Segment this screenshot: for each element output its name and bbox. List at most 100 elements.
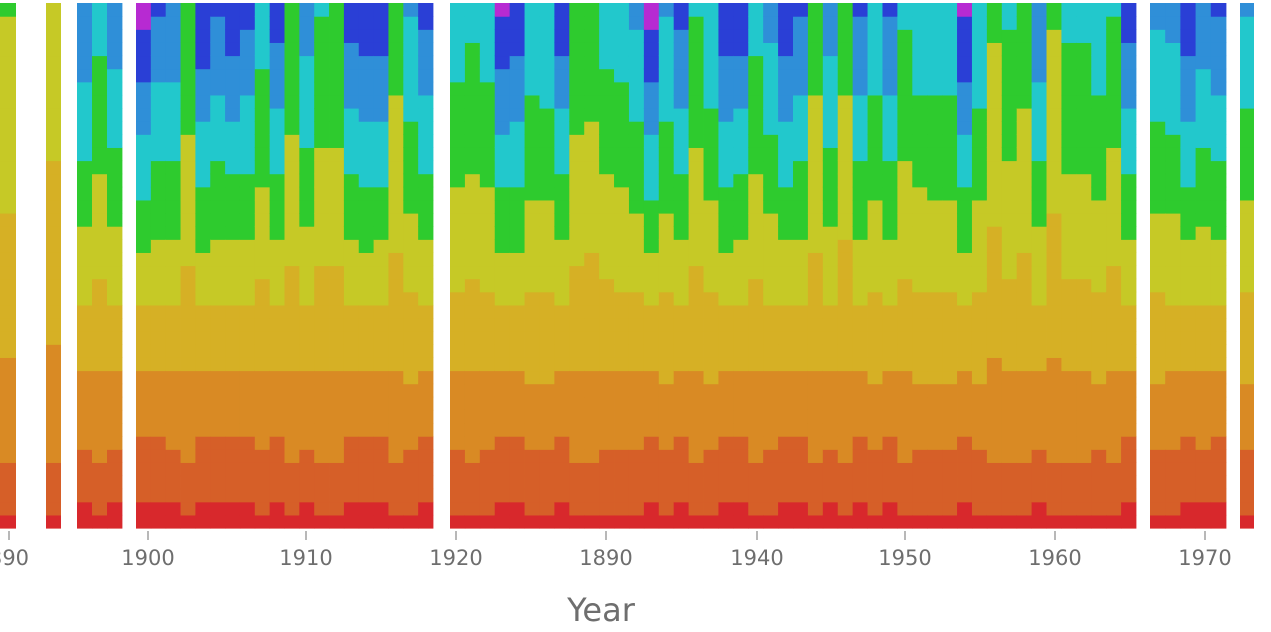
- color-band: [403, 147, 419, 162]
- color-band: [688, 173, 704, 188]
- color-band: [373, 68, 389, 83]
- color-band: [479, 436, 496, 450]
- color-band: [658, 252, 675, 267]
- color-band: [1240, 81, 1254, 96]
- color-band: [479, 291, 496, 306]
- color-band: [957, 344, 973, 358]
- color-band: [703, 55, 719, 70]
- color-band: [180, 199, 196, 214]
- color-band: [882, 226, 898, 240]
- color-band: [509, 318, 525, 332]
- color-band: [1240, 147, 1254, 162]
- color-band: [314, 213, 330, 227]
- color-band: [554, 383, 570, 398]
- color-band: [867, 278, 883, 293]
- color-band: [628, 344, 645, 358]
- color-band: [703, 514, 719, 529]
- color-band: [837, 304, 854, 319]
- color-band: [1195, 55, 1212, 70]
- color-band: [1061, 278, 1077, 293]
- color-band: [210, 514, 226, 529]
- color-band: [793, 81, 809, 96]
- color-band: [314, 318, 330, 332]
- color-band: [1240, 396, 1254, 411]
- color-band: [837, 121, 854, 135]
- color-band: [584, 147, 600, 162]
- color-band: [195, 68, 211, 83]
- color-band: [703, 396, 719, 411]
- color-band: [92, 173, 108, 188]
- color-band: [136, 42, 152, 57]
- color-band: [569, 462, 585, 477]
- color-band: [733, 501, 749, 516]
- color-band: [807, 357, 824, 372]
- color-band: [239, 462, 256, 477]
- color-band: [718, 186, 734, 201]
- color-band: [1180, 81, 1196, 96]
- color-band: [942, 318, 958, 332]
- color-band: [539, 462, 555, 477]
- color-band: [971, 304, 988, 319]
- color-band: [524, 436, 540, 450]
- color-band: [136, 501, 152, 516]
- color-band: [284, 462, 300, 477]
- color-band: [1195, 3, 1212, 17]
- color-band: [450, 436, 466, 450]
- color-band: [927, 134, 943, 148]
- color-band: [373, 81, 389, 96]
- color-band: [92, 383, 108, 398]
- color-band: [343, 318, 360, 332]
- color-band: [314, 291, 330, 306]
- color-band: [688, 147, 704, 162]
- color-band: [1121, 186, 1137, 201]
- color-band: [614, 357, 630, 372]
- color-band: [46, 147, 61, 162]
- year-column: [599, 3, 615, 529]
- color-band: [1240, 94, 1254, 109]
- color-band: [450, 199, 466, 214]
- color-band: [688, 16, 704, 30]
- color-band: [584, 423, 600, 437]
- color-band: [284, 173, 300, 188]
- color-band: [837, 160, 854, 175]
- color-band: [464, 449, 481, 463]
- color-band: [703, 357, 719, 372]
- color-band: [254, 226, 271, 240]
- color-band: [239, 396, 256, 411]
- color-band: [927, 252, 943, 267]
- color-band: [107, 199, 123, 214]
- color-band: [1240, 501, 1254, 516]
- color-band: [77, 291, 93, 306]
- color-band: [763, 226, 779, 240]
- color-band: [942, 239, 958, 253]
- color-band: [822, 265, 839, 280]
- color-band: [329, 318, 345, 332]
- color-band: [509, 436, 525, 450]
- color-band: [92, 121, 108, 135]
- color-band: [418, 383, 434, 398]
- color-band: [1091, 409, 1107, 424]
- color-band: [284, 396, 300, 411]
- color-band: [1016, 344, 1033, 358]
- color-band: [912, 3, 928, 17]
- color-band: [1150, 501, 1166, 516]
- color-band: [77, 331, 93, 345]
- color-band: [403, 475, 419, 490]
- color-band: [388, 462, 404, 477]
- color-band: [628, 436, 645, 450]
- x-tick-label: 1950: [878, 546, 931, 570]
- color-band: [165, 134, 181, 148]
- color-band: [643, 357, 660, 372]
- color-band: [957, 199, 973, 214]
- color-band: [554, 29, 570, 43]
- color-band: [986, 226, 1003, 240]
- color-band: [388, 213, 404, 227]
- color-band: [1091, 239, 1107, 253]
- color-band: [358, 462, 374, 477]
- color-band: [77, 239, 93, 253]
- color-band: [314, 265, 330, 280]
- color-band: [479, 383, 496, 398]
- color-band: [643, 186, 660, 201]
- color-band: [897, 186, 913, 201]
- color-band: [688, 449, 704, 463]
